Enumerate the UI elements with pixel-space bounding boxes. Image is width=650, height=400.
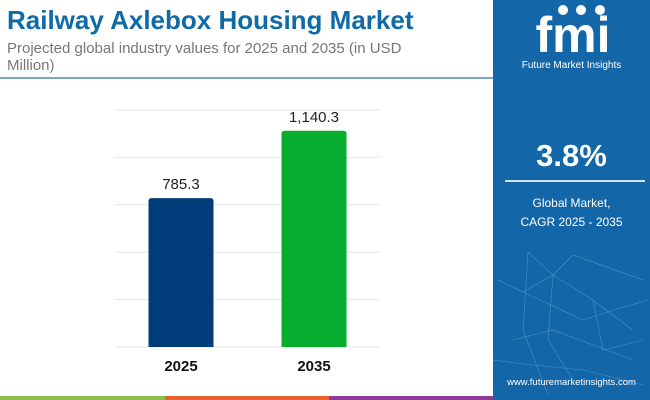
bar-2025	[148, 198, 214, 347]
brand-name: Future Market Insights	[521, 60, 622, 71]
cagr-label-line2: CAGR 2025 - 2035	[520, 215, 623, 229]
x-tick-label-2025: 2025	[164, 358, 197, 375]
chart-subtitle: Projected global industry values for 202…	[7, 40, 402, 74]
data-label-2035: 1,140.3	[289, 109, 339, 126]
cagr-label-line1: Global Market,	[532, 196, 611, 210]
side-panel: fmi Future Market Insights 3.8% Global M…	[493, 0, 650, 400]
bar-2035	[281, 130, 347, 347]
bar-chart: 785.3 2025 1,140.3 2035	[115, 109, 380, 375]
network-pattern	[493, 251, 649, 396]
data-label-2025: 785.3	[162, 176, 200, 193]
x-tick-label-2035: 2035	[297, 358, 330, 375]
cagr-label: Global Market, CAGR 2025 - 2035	[493, 194, 650, 232]
chart-title: Railway Axlebox Housing Market	[7, 5, 414, 35]
fmi-logo: fmi	[536, 5, 611, 56]
cagr-divider	[505, 180, 645, 182]
footer-strip-green	[0, 396, 165, 400]
footer-strip-orange	[165, 396, 329, 400]
website-link[interactable]: www.futuremarketinsights.com	[507, 377, 636, 388]
fmi-logo-text: fmi	[536, 7, 611, 56]
footer-strip-purple	[329, 396, 493, 400]
header-divider	[0, 77, 493, 79]
cagr-value: 3.8%	[536, 138, 607, 173]
